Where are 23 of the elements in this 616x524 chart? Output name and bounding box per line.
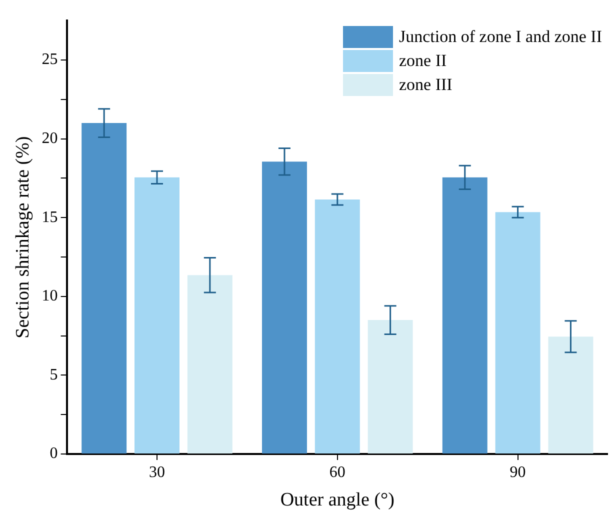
x-tick-label: 60 bbox=[329, 464, 346, 481]
bar bbox=[442, 177, 488, 454]
bar bbox=[368, 320, 413, 454]
bar bbox=[82, 123, 127, 454]
y-tick-label: 0 bbox=[50, 445, 58, 462]
bar bbox=[548, 336, 594, 454]
y-tick-label: 10 bbox=[42, 288, 58, 305]
bar bbox=[134, 177, 180, 454]
legend-label: Junction of zone I and zone II bbox=[399, 27, 602, 47]
y-tick-label: 5 bbox=[50, 366, 58, 384]
x-tick-label: 90 bbox=[510, 464, 526, 481]
bar bbox=[495, 212, 540, 454]
x-tick-label: 30 bbox=[149, 464, 165, 481]
legend-label: zone II bbox=[399, 51, 447, 71]
y-tick-label: 20 bbox=[42, 130, 58, 148]
x-axis-title: Outer angle (°) bbox=[280, 490, 394, 511]
y-tick-label: 15 bbox=[42, 208, 58, 226]
bar bbox=[187, 275, 232, 454]
bar bbox=[314, 199, 360, 454]
bar bbox=[262, 162, 307, 454]
y-tick-label: 25 bbox=[42, 51, 58, 68]
legend-label: zone III bbox=[399, 75, 452, 95]
y-axis-title: Section shrinkage rate (%) bbox=[12, 136, 34, 338]
